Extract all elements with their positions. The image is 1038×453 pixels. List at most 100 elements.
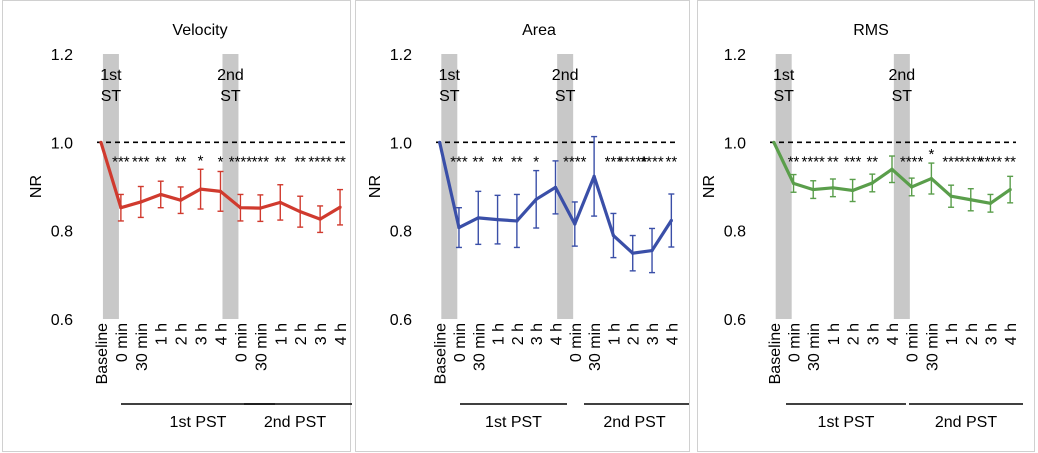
data-point: [139, 200, 143, 204]
data-point: [258, 206, 262, 210]
significance-mark: *****: [618, 153, 647, 170]
x-tick-label: 30 min: [471, 323, 488, 371]
x-tick-label: 3 h: [983, 323, 1000, 345]
significance-mark: **: [294, 153, 306, 170]
data-point: [669, 218, 673, 223]
data-point: [890, 167, 894, 171]
stimulation-label-line1: 1st: [773, 67, 795, 84]
chart-title: Area: [522, 22, 556, 39]
x-tick-label: 4 h: [214, 323, 231, 345]
data-point: [573, 222, 577, 226]
group-label: 1st PST: [170, 414, 227, 431]
data-point: [592, 174, 596, 178]
significance-mark: ****: [640, 153, 664, 170]
significance-mark: **: [511, 153, 523, 170]
significance-mark: **: [155, 153, 167, 170]
stimulation-label-line1: 2nd: [217, 67, 244, 84]
stimulation-label-line2: ST: [555, 88, 576, 105]
data-point: [495, 218, 500, 222]
data-point: [218, 189, 223, 193]
data-point: [910, 185, 914, 189]
significance-mark: ****: [229, 153, 253, 170]
x-tick-label: 2 h: [626, 323, 643, 345]
group-label: 1st PST: [818, 414, 875, 431]
significance-mark: ****: [900, 153, 924, 170]
stimulation-label-line1: 2nd: [552, 67, 579, 84]
x-tick-label: 30 min: [253, 323, 270, 371]
stimulation-label-line1: 1st: [100, 67, 122, 84]
chart-title: RMS: [853, 22, 889, 39]
data-point: [198, 187, 203, 191]
x-tick-label: 3 h: [313, 323, 330, 345]
x-tick-label: 3 h: [529, 323, 546, 345]
x-tick-label: 1 h: [273, 323, 290, 345]
x-tick-label: Baseline: [94, 323, 111, 384]
data-point: [988, 201, 993, 205]
x-tick-label: 0 min: [905, 323, 922, 362]
group-label: 2nd PST: [603, 414, 665, 431]
data-point: [119, 206, 123, 210]
data-point: [811, 187, 815, 192]
chart-panel-rms: RMS NR 0.6 0.8 1.0 1.2 1st ST 2nd ST ** **** ** *** **…: [697, 0, 1035, 452]
x-tick-label: 3 h: [194, 323, 211, 345]
chart-panel-area: Area NR 0.6 0.8 1.0 1.2 1st ST 2nd ST *** ** ** ** * **…: [355, 0, 690, 452]
significance-mark: *: [198, 152, 204, 169]
stimulation-label-line1: 1st: [439, 67, 461, 84]
significance-mark: ****: [802, 153, 826, 170]
y-axis-label: NR: [28, 175, 45, 198]
group-label: 2nd PST: [935, 414, 997, 431]
y-tick-label: 1.2: [724, 47, 746, 64]
data-point: [831, 186, 835, 190]
data-point: [534, 197, 538, 201]
data-point: [159, 192, 163, 197]
x-tick-label: Baseline: [767, 323, 784, 384]
significance-mark: **: [827, 153, 839, 170]
significance-mark: ***: [252, 153, 270, 170]
significance-mark: *: [928, 146, 934, 163]
group-label: 1st PST: [485, 414, 542, 431]
y-tick-label: 1.0: [724, 135, 746, 152]
y-tick-label: 0.8: [724, 224, 746, 241]
data-point: [99, 140, 103, 144]
significance-mark: **: [334, 153, 346, 170]
stimulation-label-line2: ST: [773, 88, 794, 105]
x-tick-label: 3 h: [865, 323, 882, 345]
y-tick-label: 1.2: [390, 47, 412, 64]
significance-mark: ****: [979, 153, 1003, 170]
y-tick-label: 1.0: [51, 135, 73, 152]
x-tick-label: 30 min: [924, 323, 941, 371]
data-point: [929, 176, 933, 181]
data-point: [1008, 187, 1012, 192]
x-tick-label: 0 min: [787, 323, 804, 362]
x-tick-label: 3 h: [645, 323, 662, 345]
x-tick-label: 1 h: [491, 323, 508, 345]
y-tick-label: 1.0: [390, 135, 412, 152]
significance-mark: *: [533, 153, 539, 170]
stimulation-band: [893, 54, 910, 319]
stimulation-label-line2: ST: [101, 88, 122, 105]
data-point: [772, 140, 776, 144]
x-tick-label: 0 min: [568, 323, 585, 362]
x-tick-label: 2 h: [293, 323, 310, 345]
chart-title: Velocity: [172, 22, 227, 39]
stimulation-label-line2: ST: [220, 88, 241, 105]
x-tick-label: 30 min: [587, 323, 604, 371]
stimulation-label-line1: 2nd: [888, 67, 915, 84]
stimulation-band: [102, 54, 119, 319]
data-point: [791, 181, 796, 186]
data-point: [949, 194, 953, 198]
y-axis-label: NR: [701, 175, 718, 198]
x-tick-label: 0 min: [233, 323, 250, 362]
stimulation-band: [775, 54, 792, 319]
data-point: [457, 225, 461, 230]
significance-mark: **: [492, 153, 504, 170]
significance-mark: ***: [844, 153, 862, 170]
significance-mark: **: [274, 153, 286, 170]
significance-mark: **: [788, 153, 800, 170]
x-tick-label: 2 h: [174, 323, 191, 345]
x-tick-label: 4 h: [664, 323, 681, 345]
significance-mark: **: [666, 153, 678, 170]
chart-panel-velocity: Velocity NR 0.6 0.8 1.0 1.2 1st ST 2nd ST *** *** **…: [2, 0, 352, 452]
